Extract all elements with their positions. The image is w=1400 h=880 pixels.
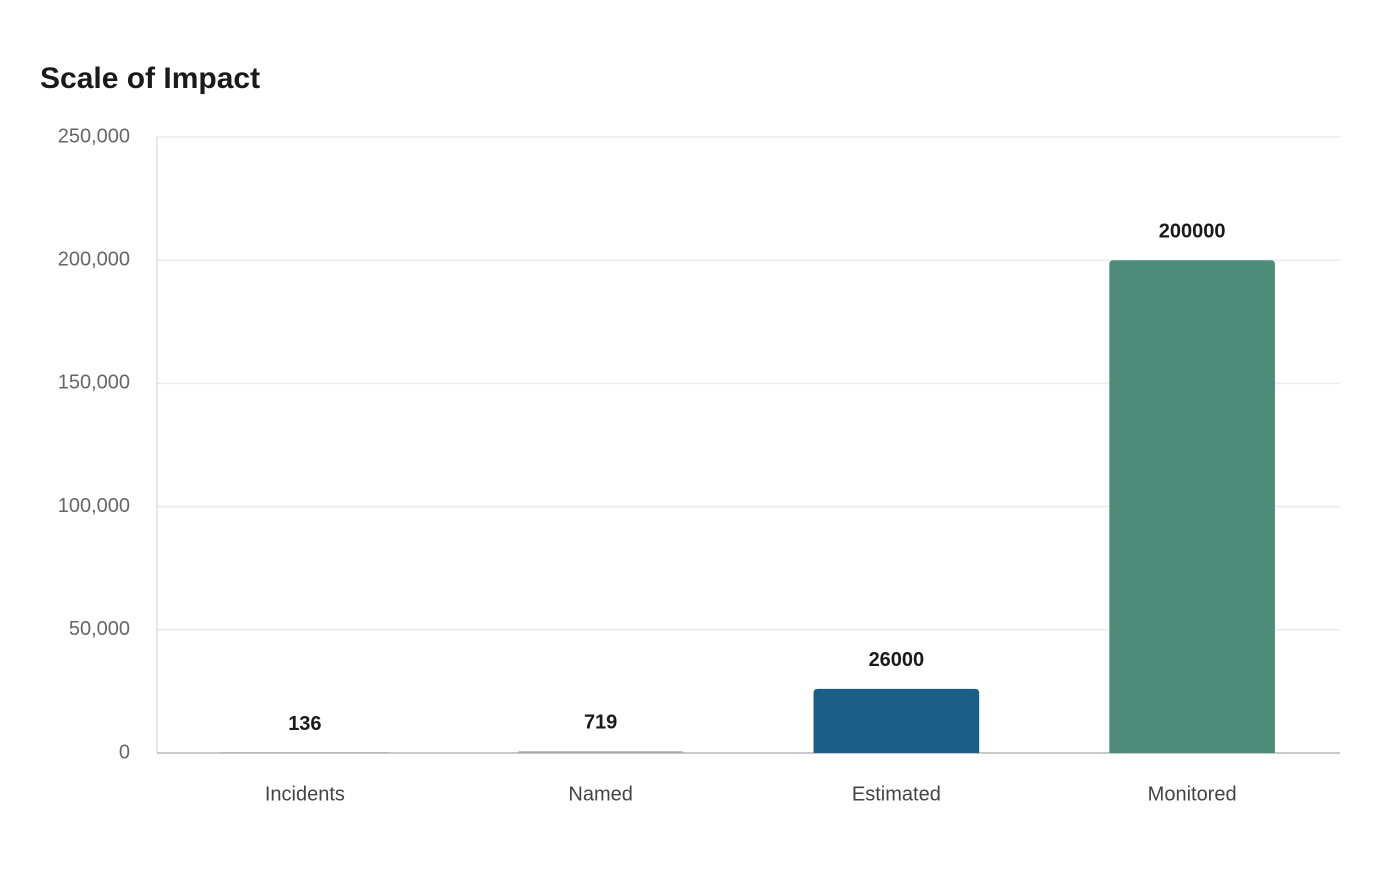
y-tick-label: 200,000	[58, 248, 130, 270]
bar	[1109, 260, 1275, 753]
y-tick-label: 0	[119, 741, 130, 763]
value-label: 26000	[869, 649, 925, 671]
x-tick-label: Estimated	[852, 783, 941, 805]
value-label: 719	[584, 712, 617, 734]
x-tick-label: Incidents	[265, 783, 345, 805]
x-tick-label: Named	[568, 783, 632, 805]
value-label: 136	[288, 713, 321, 735]
y-tick-label: 50,000	[69, 618, 130, 640]
y-tick-label: 250,000	[58, 125, 130, 147]
chart-title: Scale of Impact	[40, 62, 260, 95]
bar	[517, 751, 684, 753]
x-tick-label: Monitored	[1148, 783, 1237, 805]
value-label: 200000	[1159, 220, 1226, 242]
y-tick-label: 150,000	[58, 372, 130, 394]
bar	[813, 688, 980, 753]
y-tick-label: 100,000	[58, 495, 130, 517]
